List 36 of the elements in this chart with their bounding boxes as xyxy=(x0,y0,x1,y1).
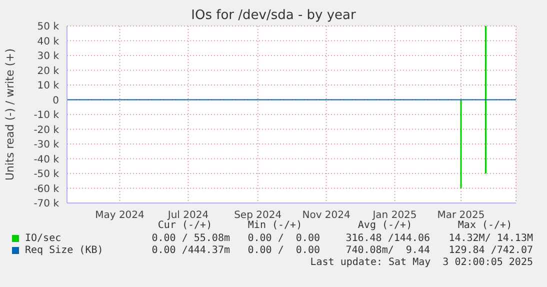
text: 14.32M/ 14.13M xyxy=(448,233,533,244)
legend-label: Req Size (KB) xyxy=(25,245,104,256)
x-tick-label: Jan 2025 xyxy=(372,210,417,222)
text: 316.48 /144.06 xyxy=(346,233,430,244)
y-tick-label: -30 k xyxy=(34,140,60,151)
text: Min (-/+) xyxy=(248,220,304,231)
y-tick-label: -70 k xyxy=(34,198,60,210)
y-tick-label: 50 k xyxy=(37,22,60,33)
legend-label: IO/sec xyxy=(25,233,62,244)
x-tick-label: Nov 2024 xyxy=(302,210,350,222)
y-tick-label: -20 k xyxy=(34,124,60,136)
x-tick-label: Jul 2024 xyxy=(166,210,209,222)
chart-title: IOs for /dev/sda - by year xyxy=(190,8,357,23)
y-tick-label: 30 k xyxy=(37,51,60,62)
y-tick-label: 20 k xyxy=(37,66,60,77)
text: 129.84 /742.07 xyxy=(448,245,533,256)
text: 0.00 / 0.00 xyxy=(248,233,320,244)
text: 0.00 / 0.00 xyxy=(248,245,320,256)
text: Last update: Sat May 3 02:00:05 2025 xyxy=(310,257,533,268)
y-tick-label: 40 k xyxy=(37,36,60,48)
x-tick-label: May 2024 xyxy=(95,210,144,222)
x-tick-label: Sep 2024 xyxy=(234,210,282,222)
y-axis-title: Units read (-) / write (+) xyxy=(4,48,16,181)
y-tick-label: -60 k xyxy=(34,184,60,195)
y-tick-label: -40 k xyxy=(34,154,60,166)
y-tick-label: -10 k xyxy=(34,110,60,122)
y-tick-label: 0 xyxy=(52,95,59,106)
text: 0.00 / 55.08m xyxy=(152,233,230,244)
text: 0.00 /444.37m xyxy=(152,245,230,256)
y-tick-label: -50 k xyxy=(34,169,60,180)
y-tick-label: 10 k xyxy=(37,80,60,92)
text: Max (-/+) xyxy=(456,220,514,231)
text: Avg (-/+) xyxy=(356,220,414,231)
text: 740.08m/ 9.44 xyxy=(346,245,430,256)
x-tick-label: Mar 2025 xyxy=(437,210,485,222)
text: Cur (-/+) xyxy=(156,220,214,231)
